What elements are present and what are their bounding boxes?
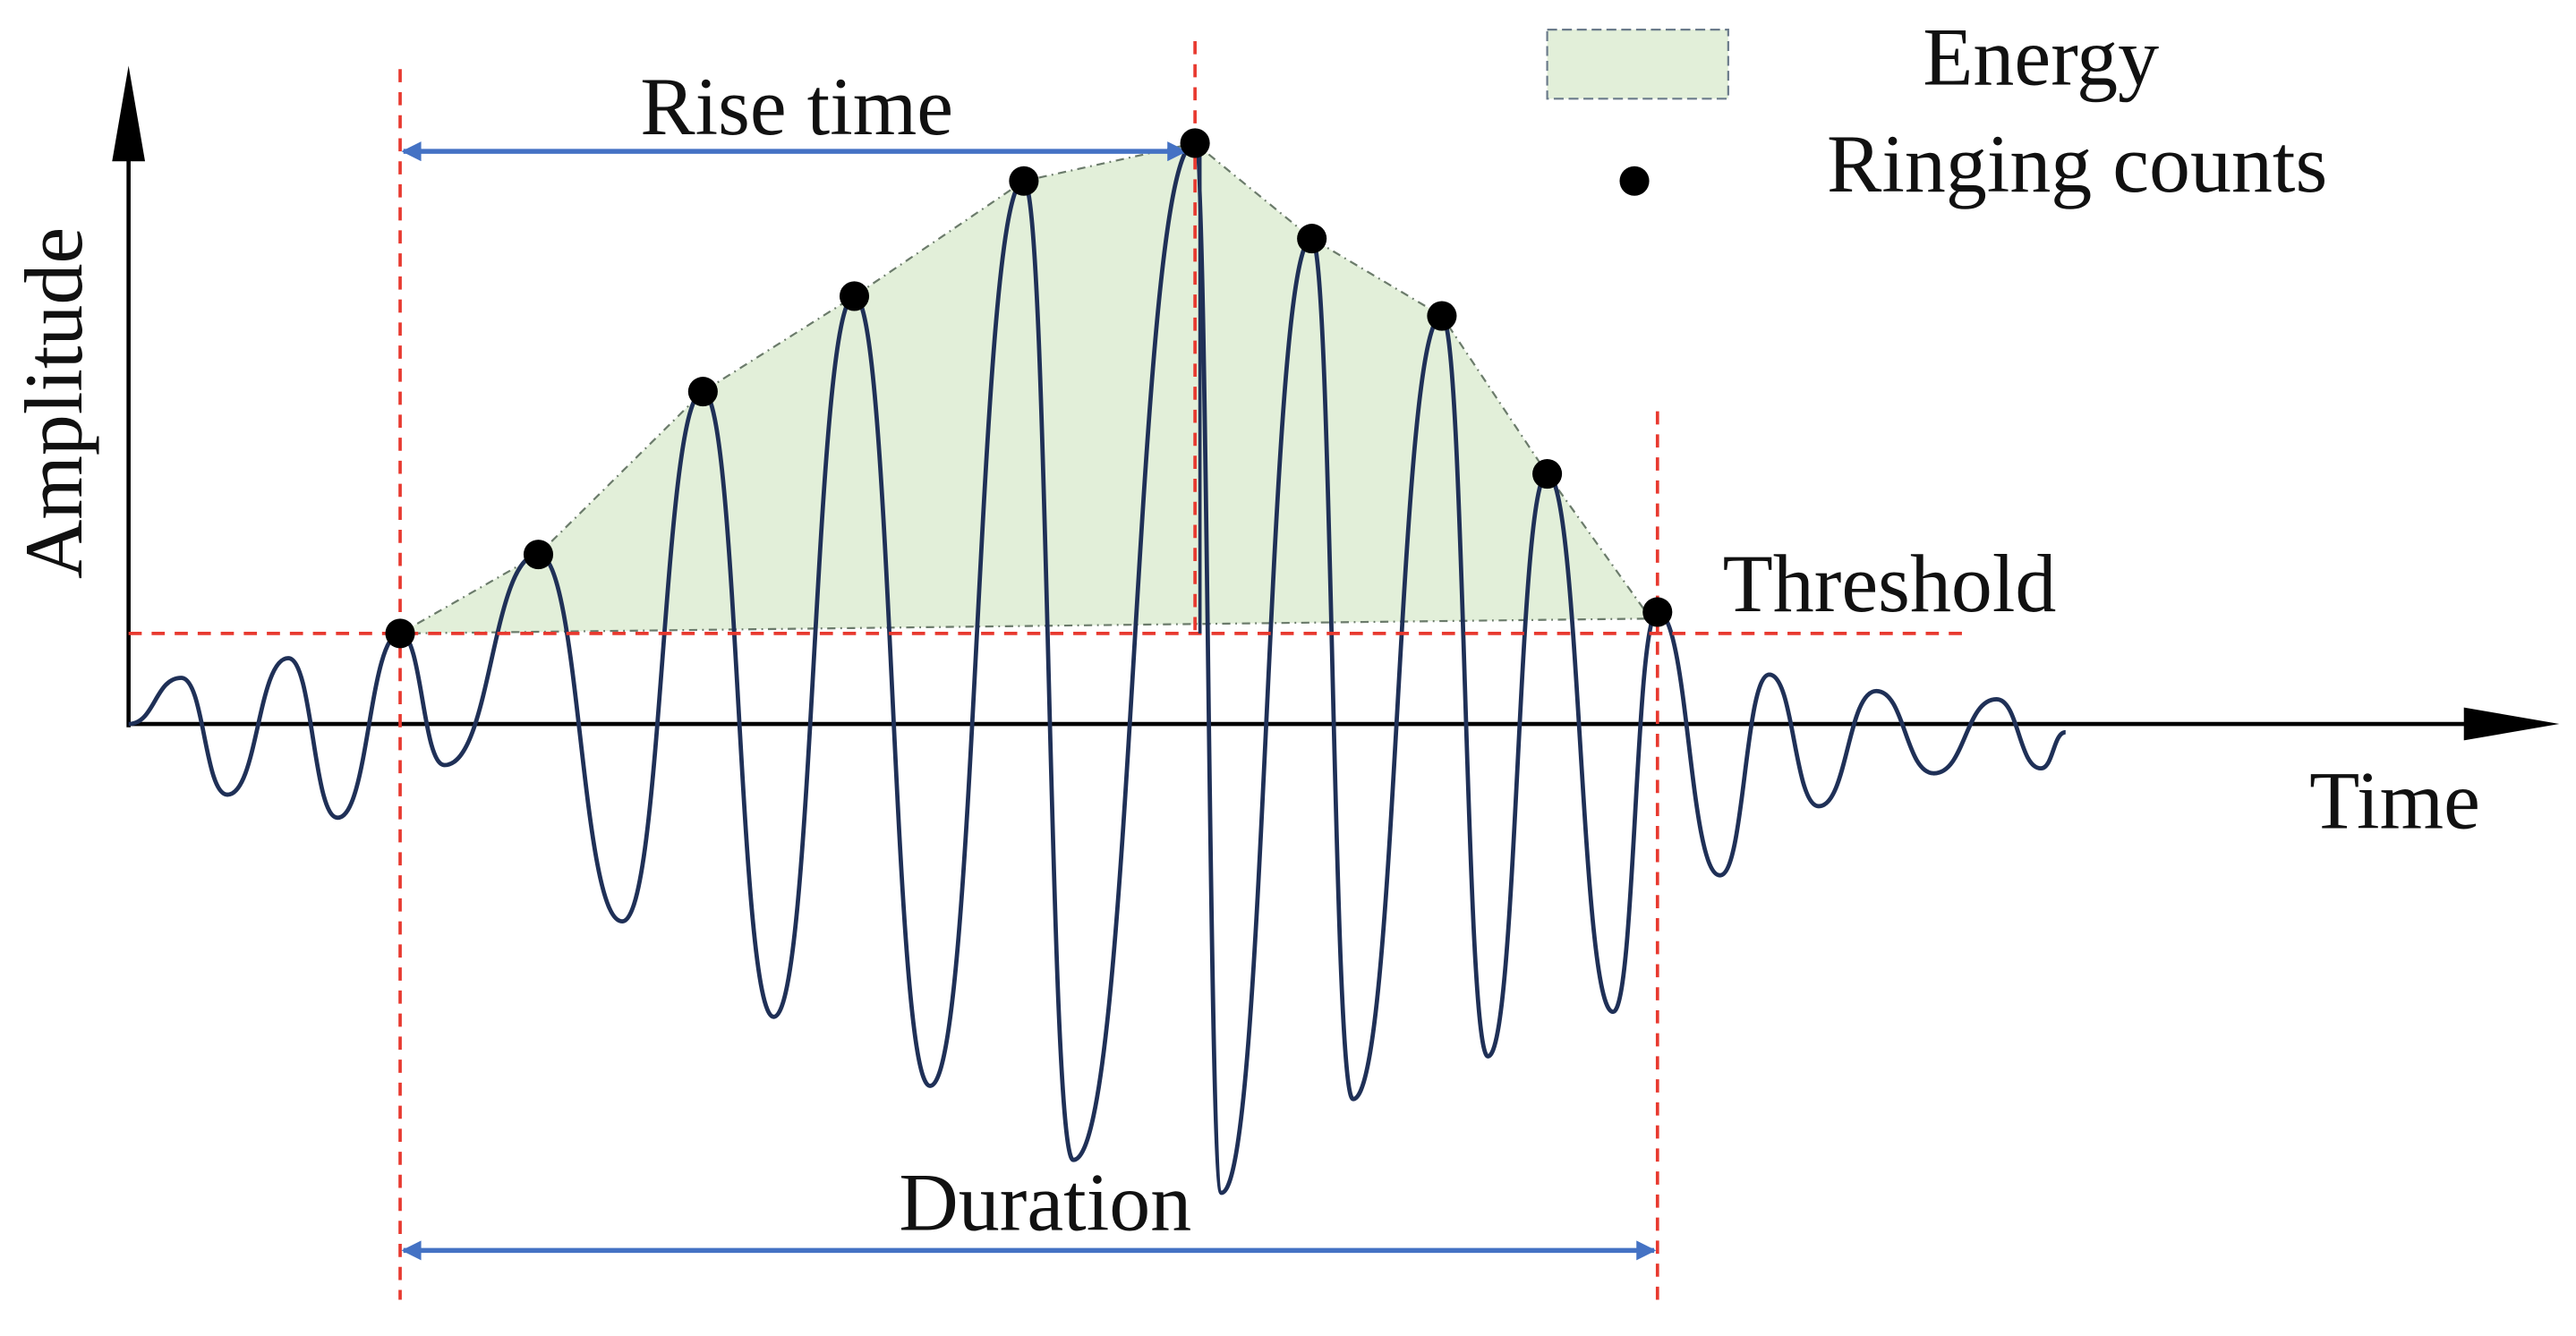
legend-energy: Energy (1923, 12, 2159, 103)
y-axis-arrow (112, 65, 146, 162)
ringing-count-dot (1297, 224, 1327, 254)
ringing-count-dot (687, 377, 718, 407)
time-label: Time (2309, 755, 2480, 847)
ringing-count-dot (839, 281, 870, 311)
legend-ringing-counts: Ringing counts (1827, 118, 2327, 209)
threshold-label: Threshold (1723, 538, 2057, 629)
duration-label: Duration (899, 1156, 1191, 1247)
ringing-count-dot (523, 540, 554, 570)
ringing-count-dot (1180, 128, 1210, 158)
ringing-count-dot (1009, 166, 1039, 196)
ringing-count-dot (1427, 301, 1457, 331)
legend-energy-swatch (1546, 28, 1729, 100)
x-axis-arrow (2463, 707, 2560, 741)
ringing-count-dot (1642, 597, 1673, 627)
ringing-count-dot (385, 618, 415, 649)
ringing-count-dot (1532, 458, 1563, 489)
legend-ringing-dot (1619, 166, 1650, 196)
amplitude-label: Amplitude (8, 227, 99, 579)
rise-time-label: Rise time (640, 61, 953, 152)
